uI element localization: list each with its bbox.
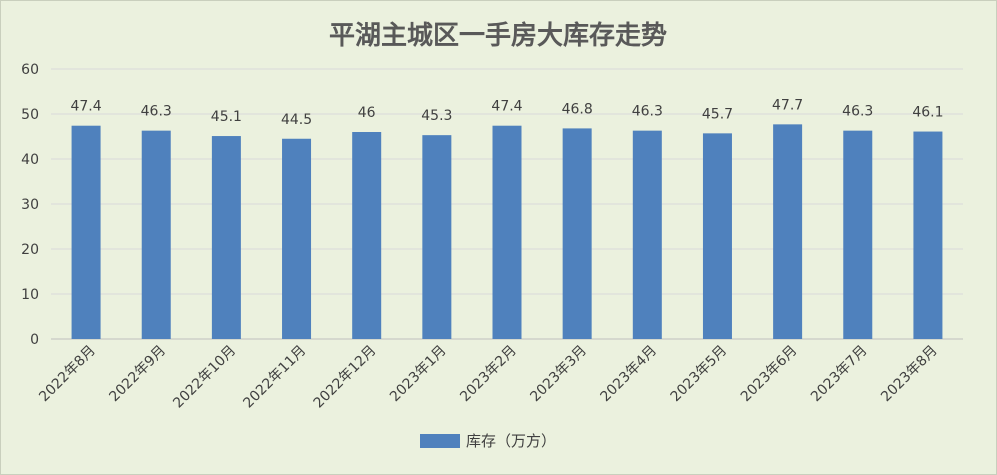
data-label: 47.4 (70, 99, 101, 115)
x-category-label: 2023年6月 (738, 343, 801, 406)
y-tick-label: 10 (21, 287, 39, 303)
y-tick-label: 50 (21, 107, 39, 123)
data-label: 46.3 (632, 104, 663, 120)
y-tick-label: 40 (21, 152, 39, 168)
bar (562, 128, 592, 339)
data-label: 45.3 (421, 108, 452, 124)
x-category-label: 2022年10月 (170, 343, 239, 412)
x-category-label: 2023年1月 (387, 343, 450, 406)
bar (141, 130, 171, 339)
legend-label: 库存（万方） (466, 432, 556, 450)
x-category-label: 2023年3月 (527, 343, 590, 406)
y-axis-tick-labels: 0 10 20 30 40 50 60 (21, 62, 39, 348)
x-category-label: 2022年8月 (36, 343, 99, 406)
bars (71, 124, 943, 339)
y-tick-label: 20 (21, 242, 39, 258)
data-label: 46 (358, 105, 376, 121)
data-label: 47.7 (772, 97, 803, 113)
bar (211, 136, 241, 339)
bar (352, 132, 382, 339)
x-category-label: 2023年7月 (808, 343, 871, 406)
x-category-label: 2022年12月 (311, 343, 380, 412)
data-label: 46.3 (842, 104, 873, 120)
legend: 库存（万方） (420, 432, 556, 450)
data-labels: 47.4 46.3 45.1 44.5 46 45.3 47.4 46.8 46.3 45.7 47… (70, 97, 943, 127)
x-category-label: 2023年5月 (668, 343, 731, 406)
legend-swatch (420, 434, 460, 448)
y-tick-label: 60 (21, 62, 39, 78)
bar (282, 138, 312, 339)
bar (492, 125, 522, 339)
data-label: 45.7 (702, 106, 733, 122)
x-category-label: 2022年11月 (240, 343, 309, 412)
bar (773, 124, 803, 339)
y-tick-label: 0 (30, 332, 39, 348)
x-category-label: 2023年2月 (457, 343, 520, 406)
x-category-label: 2023年8月 (878, 343, 941, 406)
x-category-label: 2022年9月 (106, 343, 169, 406)
bar (71, 125, 101, 339)
data-label: 45.1 (211, 109, 242, 125)
data-label: 44.5 (281, 112, 312, 128)
bar (702, 133, 732, 339)
data-label: 46.8 (562, 101, 593, 117)
data-label: 46.1 (912, 105, 943, 121)
x-axis-category-labels: 2022年8月 2022年9月 2022年10月 2022年11月 2022年12月 20… (36, 343, 940, 412)
bar (632, 130, 662, 339)
data-label: 46.3 (141, 104, 172, 120)
bar (843, 130, 873, 339)
bar (913, 131, 943, 339)
x-category-label: 2023年4月 (598, 343, 661, 406)
data-label: 47.4 (491, 99, 522, 115)
chart-title: 平湖主城区一手房大库存走势 (329, 21, 667, 51)
bar (422, 135, 452, 339)
y-tick-label: 30 (21, 197, 39, 213)
